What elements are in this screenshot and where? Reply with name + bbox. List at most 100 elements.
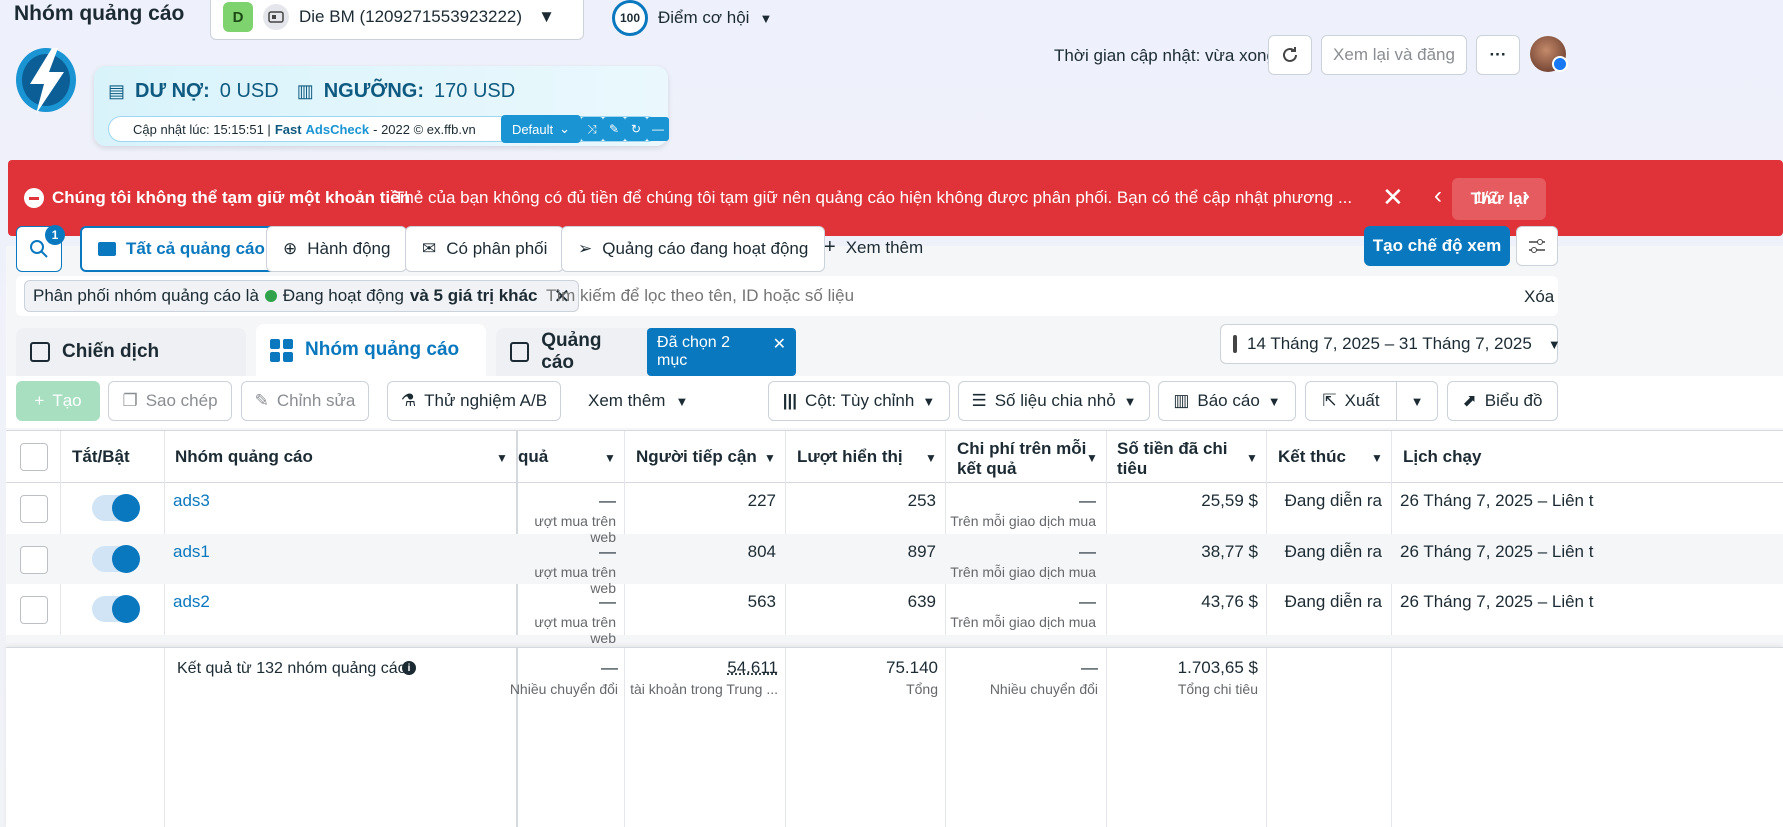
chevron-left-icon[interactable]: ‹ bbox=[1434, 182, 1442, 209]
close-icon[interactable]: ✕ bbox=[772, 336, 786, 353]
chevron-down-icon: ⌄ bbox=[559, 121, 571, 136]
edit-button[interactable]: ✎ Chỉnh sửa bbox=[241, 381, 369, 421]
chevron-down-icon: ▼ bbox=[1547, 336, 1561, 352]
account-selector[interactable]: D Die BM (1209271553923222) ▼ bbox=[210, 0, 584, 40]
col-spent[interactable]: Số tiền đã chi tiêu bbox=[1117, 439, 1228, 479]
actions-chip[interactable]: ⊕ Hành động bbox=[266, 226, 408, 272]
adset-name-link[interactable]: ads1 bbox=[173, 542, 210, 561]
chevron-down-icon[interactable]: ▼ bbox=[764, 451, 776, 465]
cpr-sub: Trên mỗi giao dịch mua bbox=[950, 614, 1096, 630]
row-checkbox[interactable] bbox=[20, 546, 48, 574]
see-more-filters[interactable]: + Xem thêm bbox=[824, 236, 923, 259]
status-toggle[interactable] bbox=[92, 545, 140, 573]
columns-button[interactable]: ||| Cột: Tùy chỉnh ▼ bbox=[768, 381, 950, 421]
adset-name-link[interactable]: ads3 bbox=[173, 491, 210, 510]
export-button[interactable]: ⇱ Xuất bbox=[1305, 381, 1397, 421]
col-cpr-line1: Chi phí trên mỗi bbox=[957, 439, 1087, 458]
money-icon: ▥ bbox=[296, 81, 314, 101]
end-cell: Đang diễn ra bbox=[1284, 592, 1382, 611]
update-time: Thời gian cập nhật: vừa xong bbox=[1054, 46, 1276, 65]
clear-filters-link[interactable]: Xóa bbox=[1524, 287, 1555, 306]
close-icon[interactable]: ✕ bbox=[1382, 182, 1404, 212]
tab-campaigns[interactable]: Chiến dịch bbox=[16, 328, 246, 376]
selected-badge[interactable]: Đã chọn 2 mục ✕ bbox=[647, 328, 796, 376]
row-checkbox[interactable] bbox=[20, 596, 48, 624]
tab-campaigns-label: Chiến dịch bbox=[62, 341, 160, 362]
payment-alert: Chúng tôi không thể tạm giữ một khoản ti… bbox=[8, 160, 1783, 236]
edit-icon[interactable]: ✎ bbox=[603, 117, 625, 141]
debt-label: DƯ NỢ: bbox=[135, 80, 210, 102]
export-label: Xuất bbox=[1344, 391, 1380, 410]
tab-adsets[interactable]: Nhóm quảng cáo bbox=[256, 324, 486, 376]
retry-button[interactable]: Thử lại bbox=[1452, 178, 1546, 220]
chart-label: Biểu đồ bbox=[1484, 391, 1543, 410]
more-options-button[interactable]: ··· bbox=[1476, 35, 1520, 75]
reach-cell: 563 bbox=[747, 592, 776, 611]
adset-name-link[interactable]: ads2 bbox=[173, 592, 210, 611]
export-dropdown-button[interactable]: ▼ bbox=[1396, 381, 1438, 421]
filter-suffix: và 5 giá trị khác bbox=[409, 286, 538, 305]
brand-name: AdsCheck bbox=[305, 121, 370, 137]
more-actions-button[interactable]: Xem thêm ▼ bbox=[588, 391, 688, 411]
report-button[interactable]: ▥ Báo cáo ▼ bbox=[1158, 381, 1296, 421]
tab-ads[interactable]: Quảng cáo Đã chọn 2 mục ✕ bbox=[496, 328, 796, 376]
settings-button[interactable] bbox=[1516, 226, 1558, 266]
sync-icon[interactable]: ↻ bbox=[625, 117, 647, 141]
edit-label: Chỉnh sửa bbox=[276, 391, 356, 410]
review-publish-button[interactable]: Xem lại và đăng bbox=[1321, 35, 1467, 75]
breakdown-button[interactable]: ☰ Số liệu chia nhỏ ▼ bbox=[958, 381, 1150, 421]
folder-icon bbox=[98, 242, 116, 256]
all-ads-chip[interactable]: Tất cả quảng cáo bbox=[80, 226, 283, 272]
summary-reach[interactable]: 54.611 bbox=[727, 658, 778, 677]
date-range-picker[interactable]: 14 Tháng 7, 2025 – 31 Tháng 7, 2025 ▼ bbox=[1220, 324, 1561, 364]
info-icon[interactable]: i bbox=[402, 661, 416, 675]
ab-test-button[interactable]: ⚗ Thử nghiệm A/B bbox=[387, 381, 561, 421]
search-button[interactable]: 1 bbox=[16, 225, 65, 272]
grid-icon bbox=[270, 338, 293, 362]
selected-label: Đã chọn 2 mục bbox=[657, 334, 730, 369]
filter-search-input[interactable] bbox=[546, 282, 1446, 310]
results-cell: — bbox=[599, 491, 616, 510]
business-icon bbox=[263, 4, 289, 30]
summary-reach-sub: tài khoản trong Trung ... bbox=[630, 681, 778, 697]
account-name: Die BM (1209271553923222) bbox=[299, 7, 523, 26]
line-chart-icon: ⬈ bbox=[1462, 391, 1477, 410]
minimize-icon[interactable]: — bbox=[647, 117, 669, 141]
opportunity-score[interactable]: 100 Điểm cơ hội ▼ bbox=[612, 0, 772, 36]
active-ads-chip[interactable]: ➢ Quảng cáo đang hoạt động bbox=[561, 226, 826, 272]
chevron-down-icon[interactable]: ▼ bbox=[496, 451, 508, 465]
col-end[interactable]: Kết thúc bbox=[1278, 447, 1346, 466]
chevron-down-icon[interactable]: ▼ bbox=[604, 451, 616, 465]
score-badge: 100 bbox=[612, 0, 648, 36]
create-view-button[interactable]: Tạo chế độ xem bbox=[1364, 226, 1510, 266]
shuffle-icon[interactable]: ⤨ bbox=[581, 117, 603, 141]
refresh-button[interactable] bbox=[1268, 35, 1312, 75]
copy-button[interactable]: ❐ Sao chép bbox=[108, 381, 232, 421]
spent-cell: 38,77 $ bbox=[1201, 542, 1258, 561]
col-schedule[interactable]: Lịch chạy bbox=[1403, 447, 1482, 466]
status-toggle[interactable] bbox=[92, 494, 140, 522]
col-name[interactable]: Nhóm quảng cáo bbox=[175, 447, 313, 466]
col-results[interactable]: quả bbox=[518, 447, 549, 466]
create-button[interactable]: + Tạo bbox=[16, 381, 100, 421]
col-impressions[interactable]: Lượt hiển thị bbox=[797, 447, 903, 466]
col-reach[interactable]: Người tiếp cận bbox=[636, 447, 757, 466]
col-toggle[interactable]: Tắt/Bật bbox=[72, 447, 130, 466]
filter-count-badge: 1 bbox=[45, 225, 65, 245]
delivering-chip[interactable]: ✉ Có phân phối bbox=[405, 226, 565, 272]
col-spent-line2: tiêu bbox=[1117, 459, 1148, 478]
row-checkbox[interactable] bbox=[20, 495, 48, 523]
copy-icon: ❐ bbox=[122, 391, 138, 410]
mode-select[interactable]: Default ⌄ bbox=[501, 115, 581, 143]
chevron-down-icon[interactable]: ▼ bbox=[1086, 451, 1098, 465]
chevron-down-icon[interactable]: ▼ bbox=[1246, 451, 1258, 465]
chevron-right-icon[interactable]: › bbox=[1522, 182, 1530, 209]
chart-button[interactable]: ⬈ Biểu đồ bbox=[1447, 381, 1558, 421]
select-all-checkbox[interactable] bbox=[20, 443, 48, 471]
chevron-down-icon[interactable]: ▼ bbox=[925, 451, 937, 465]
active-filter-token[interactable]: Phân phối nhóm quảng cáo là Đang hoạt độ… bbox=[24, 280, 580, 312]
all-ads-label: Tất cả quảng cáo bbox=[126, 239, 265, 258]
chevron-down-icon[interactable]: ▼ bbox=[1371, 451, 1383, 465]
status-toggle[interactable] bbox=[92, 595, 140, 623]
col-cost-per-result[interactable]: Chi phí trên mỗi kết quả bbox=[957, 439, 1086, 479]
